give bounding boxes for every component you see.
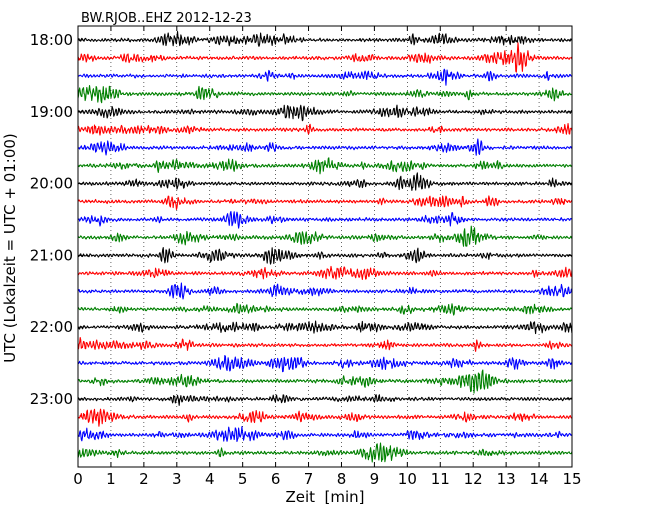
trace-line (77, 320, 573, 335)
x-tick-label: 14 (530, 470, 549, 488)
x-tick-label: 13 (497, 470, 516, 488)
x-tick-label: 11 (431, 470, 450, 488)
plot-frame (77, 25, 573, 468)
x-tick-label: 15 (562, 470, 581, 488)
x-tick-label: 6 (271, 470, 281, 488)
x-tick-label: 0 (73, 470, 83, 488)
y-tick-label: 18:00 (30, 31, 73, 49)
x-tick-label: 2 (139, 470, 149, 488)
trace-line (77, 138, 573, 156)
trace-line (77, 225, 573, 247)
trace-line (77, 195, 573, 211)
y-tick-label: 21:00 (30, 246, 73, 264)
trace-line (77, 157, 573, 175)
x-tick-label: 8 (337, 470, 347, 488)
trace-line (77, 172, 573, 191)
y-tick-label: 19:00 (30, 103, 73, 121)
trace-line (77, 408, 573, 427)
trace-line (77, 123, 573, 136)
trace-line (77, 68, 573, 86)
y-tick-label: 22:00 (30, 318, 73, 336)
trace-line (77, 355, 573, 373)
trace-line (77, 282, 573, 300)
trace-line (77, 247, 573, 265)
x-tick-label: 3 (172, 470, 182, 488)
trace-line (77, 85, 573, 104)
trace-line (77, 104, 573, 122)
x-axis-label: Zeit [min] (285, 488, 365, 506)
x-tick-label: 4 (205, 470, 215, 488)
y-tick-label: 23:00 (30, 390, 73, 408)
trace-line (77, 337, 573, 352)
trace-line (77, 426, 573, 442)
trace-line (77, 394, 573, 406)
trace-line (77, 302, 573, 316)
y-axis-label: UTC (Lokalzeit = UTC + 01:00) (1, 133, 19, 363)
x-tick-label: 12 (464, 470, 483, 488)
trace-line (77, 211, 573, 229)
x-tick-label: 1 (106, 470, 116, 488)
x-tick-label: 5 (238, 470, 248, 488)
trace-line (77, 442, 573, 463)
chart-title: BW.RJOB..EHZ 2012-12-23 (81, 11, 252, 26)
trace-line (77, 369, 573, 394)
y-tick-label: 20:00 (30, 175, 73, 193)
trace-line (77, 265, 573, 281)
trace-line (77, 31, 572, 47)
x-tick-label: 9 (370, 470, 380, 488)
x-tick-label: 10 (398, 470, 417, 488)
trace-line (77, 42, 573, 73)
x-tick-label: 7 (304, 470, 314, 488)
